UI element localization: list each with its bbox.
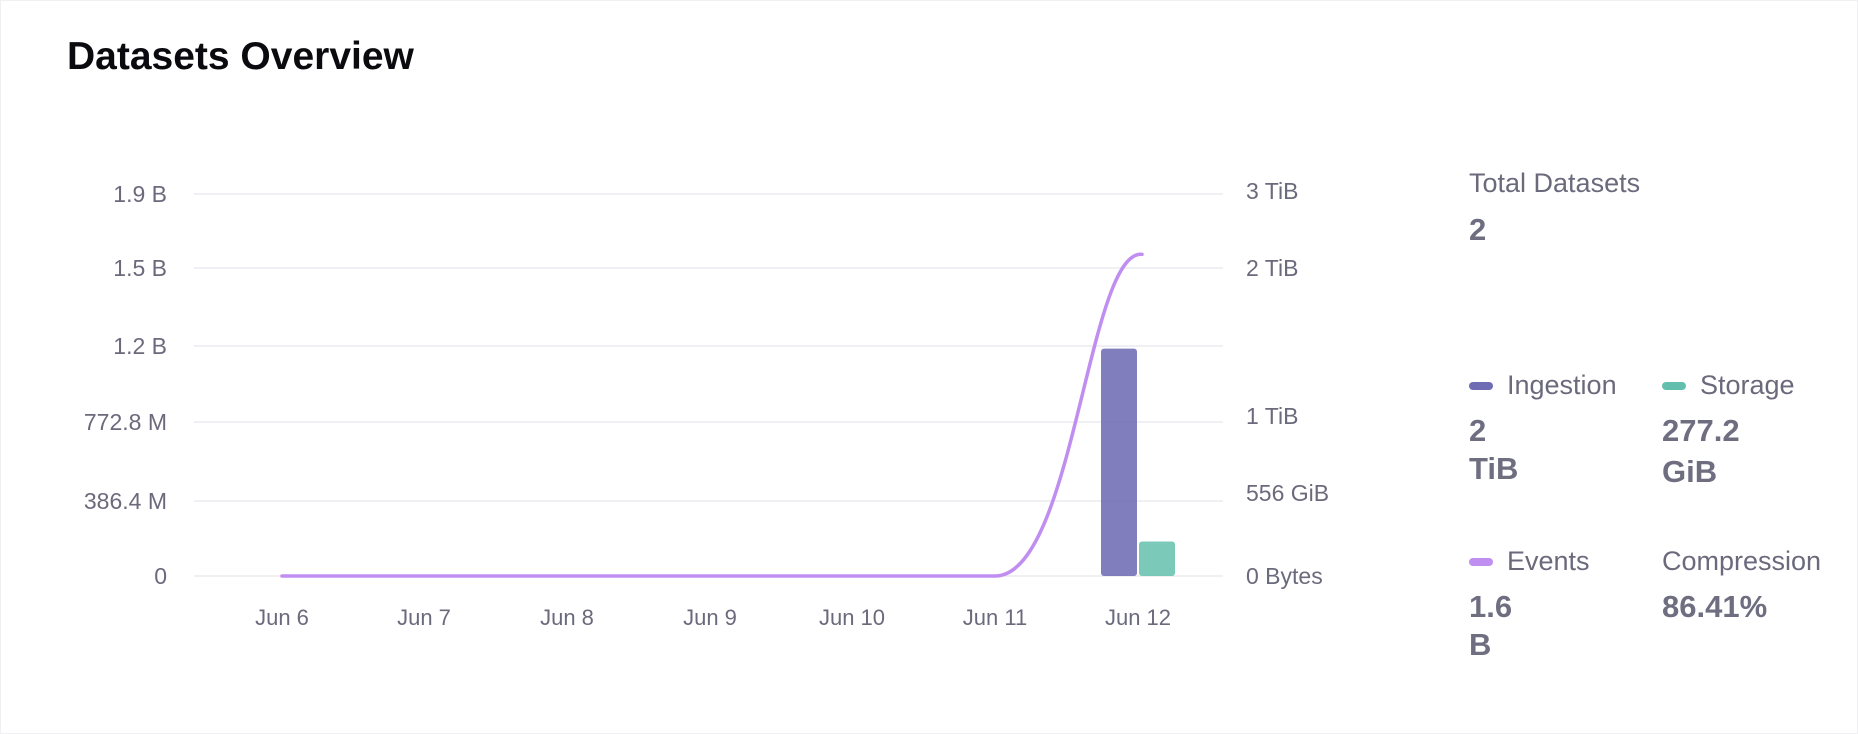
storage-value-line2: GiB <box>1662 454 1718 489</box>
left-axis-tick-label: 1.9 B <box>113 181 167 207</box>
right-axis-tick-label: 2 TiB <box>1246 255 1298 281</box>
ingestion-label: Ingestion <box>1507 370 1617 400</box>
storage-label: Storage <box>1700 370 1795 400</box>
total-datasets-label: Total Datasets <box>1469 168 1641 198</box>
x-axis-tick-label: Jun 9 <box>683 605 737 630</box>
left-axis-tick-label: 1.2 B <box>113 333 167 359</box>
storage-bar <box>1139 541 1175 576</box>
left-axis-tick-label: 772.8 M <box>84 409 167 435</box>
left-axis-tick-label: 386.4 M <box>84 488 167 514</box>
storage-value-line1: 277.2 <box>1662 413 1740 448</box>
total-datasets-value: 2 <box>1469 212 1487 247</box>
compression-label: Compression <box>1662 546 1822 576</box>
x-axis-tick-label: Jun 11 <box>963 605 1027 630</box>
right-axis-tick-label: 556 GiB <box>1246 480 1329 506</box>
events-swatch-icon <box>1469 558 1493 566</box>
x-axis-tick-label: Jun 10 <box>819 605 885 630</box>
right-axis-tick-label: 1 TiB <box>1246 403 1298 429</box>
x-axis-tick-label: Jun 6 <box>255 605 309 630</box>
ingestion-swatch-icon <box>1469 382 1493 390</box>
ingestion-value: 2 TiB <box>1469 413 1519 486</box>
storage-swatch-icon <box>1662 382 1686 390</box>
x-axis-tick-label: Jun 12 <box>1105 605 1171 630</box>
left-axis-tick-label: 1.5 B <box>113 255 167 281</box>
x-axis-tick-label: Jun 8 <box>540 605 594 630</box>
events-line <box>280 252 1144 578</box>
events-label: Events <box>1507 546 1590 576</box>
compression-value: 86.41% <box>1662 589 1768 624</box>
events-value: 1.6 B <box>1469 589 1513 662</box>
right-axis-tick-label: 0 Bytes <box>1246 563 1323 589</box>
x-axis-tick-label: Jun 7 <box>397 605 451 630</box>
ingestion-bar <box>1101 348 1137 576</box>
left-axis-tick-label: 0 <box>154 563 167 589</box>
datasets-chart: 0 386.4 M 772.8 M 1.2 B 1.5 B 1.9 B 0 Bytes 556… <box>84 178 1329 630</box>
page-title: Datasets Overview <box>67 35 414 78</box>
right-axis-tick-label: 3 TiB <box>1246 178 1298 204</box>
